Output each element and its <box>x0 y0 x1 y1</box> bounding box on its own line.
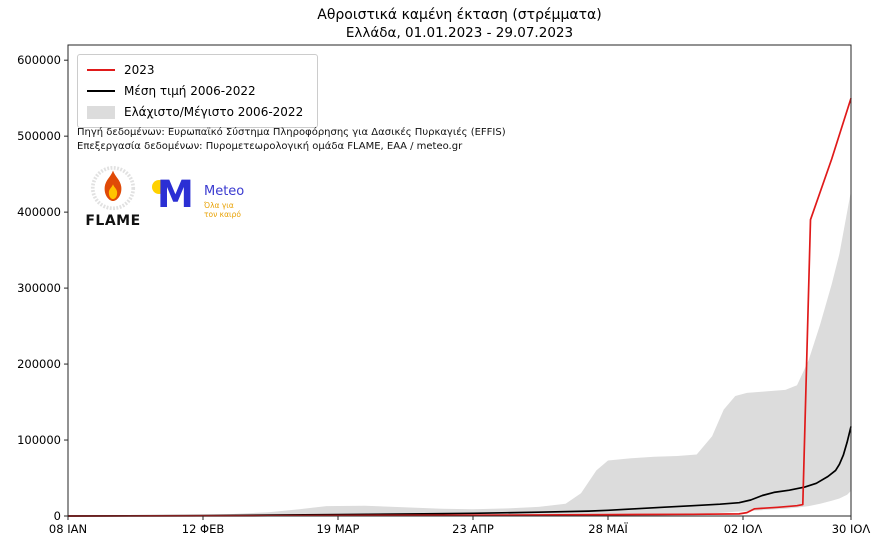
legend: 2023 Μέση τιμή 2006-2022 Ελάχιστο/Μέγιστ… <box>77 54 319 128</box>
chart-title: Αθροιστικά καμένη έκταση (στρέμματα) <box>317 7 602 23</box>
y-tick-label: 600000 <box>17 53 61 67</box>
flame-logo: FLAME <box>84 166 142 229</box>
data-processing-note: Επεξεργασία δεδομένων: Πυρομετεωρολογική… <box>77 141 463 152</box>
flame-icon <box>90 166 136 211</box>
x-tick-label: 28 ΜΑΪ <box>588 521 628 536</box>
y-tick-label: 100000 <box>17 433 61 447</box>
x-tick-label: 12 ΦΕΒ <box>182 522 225 536</box>
data-source-note: Πηγή δεδομένων: Ευρωπαϊκό Σύστημα Πληροφ… <box>77 127 506 138</box>
legend-label: Ελάχιστο/Μέγιστο 2006-2022 <box>124 105 304 119</box>
legend-item-minmax: Ελάχιστο/Μέγιστο 2006-2022 <box>87 104 303 120</box>
meteo-tagline: Όλα για τον καιρό <box>204 201 241 220</box>
y-tick-label: 500000 <box>17 129 61 143</box>
x-tick-label: 23 ΑΠΡ <box>452 522 494 536</box>
minmax-band <box>68 190 851 516</box>
meteo-logo-label: Meteo <box>204 184 245 199</box>
meteo-dot-icon <box>152 180 166 194</box>
meteo-m-icon: M <box>157 173 194 216</box>
series-line-0 <box>67 426 852 517</box>
meteo-logo: M Meteo Όλα για τον καιρό <box>152 173 272 226</box>
y-tick-label: 0 <box>54 509 61 523</box>
y-tick-label: 200000 <box>17 357 61 371</box>
chart-subtitle: Ελλάδα, 01.01.2023 - 29.07.2023 <box>345 25 574 41</box>
legend-item-mean: Μέση τιμή 2006-2022 <box>87 83 303 99</box>
x-tick-label: 30 ΙΟΛ <box>832 522 871 536</box>
legend-label: Μέση τιμή 2006-2022 <box>124 84 256 98</box>
legend-label: 2023 <box>124 63 155 77</box>
y-tick-label: 300000 <box>17 281 61 295</box>
legend-item-2023: 2023 <box>87 62 303 78</box>
flame-logo-label: FLAME <box>85 213 141 229</box>
y-tick-label: 400000 <box>17 205 61 219</box>
x-tick-label: 08 ΙΑΝ <box>49 522 87 536</box>
legend-patch-icon <box>87 105 115 119</box>
plot-frame <box>67 44 852 517</box>
x-tick-label: 02 ΙΟΛ <box>724 522 763 536</box>
legend-line-black-icon <box>87 90 115 92</box>
legend-line-red-icon <box>87 69 115 71</box>
x-tick-label: 19 ΜΑΡ <box>316 522 359 536</box>
